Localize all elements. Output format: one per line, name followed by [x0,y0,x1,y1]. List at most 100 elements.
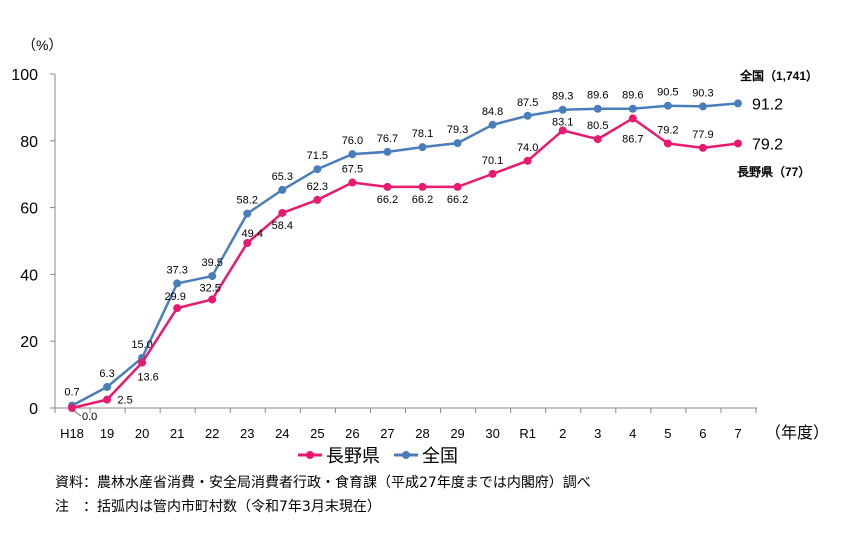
x-tick-label: 7 [734,426,741,441]
data-point [593,135,602,144]
data-label: 76.0 [342,135,363,147]
footnote: 注 ：括弧内は管内市町村数（令和7年3月末現在） [55,499,381,515]
x-tick-label: 4 [629,426,636,441]
data-label: 80.5 [587,120,608,132]
data-label: 13.6 [137,372,158,384]
y-tick-label: 60 [20,201,38,218]
data-point [348,150,357,159]
data-label: 39.5 [201,257,222,269]
legend-marker [306,451,314,459]
x-tick-label: 3 [594,426,601,441]
x-tick-label: 2 [559,426,566,441]
data-label: 77.9 [692,129,713,141]
data-label: 58.2 [237,195,258,207]
legend-label: 長野県 [326,446,380,466]
data-label: 58.4 [272,220,293,232]
x-axis-label: （年度） [765,424,829,442]
x-tick-label: 24 [275,426,289,441]
data-point [348,178,357,187]
end-label-national: 全国（1,741） [739,68,818,83]
data-point [628,104,637,113]
data-label: 37.3 [166,264,187,276]
data-label: 0.7 [64,387,79,399]
data-label: 49.4 [242,228,263,240]
data-point [698,102,707,111]
data-point [488,120,497,129]
y-tick-label: 80 [20,134,38,151]
data-label: 0.0 [82,411,97,423]
data-label: 90.5 [657,87,678,99]
x-tick-label: 26 [345,426,359,441]
data-point [488,169,497,178]
x-tick-label: 30 [485,426,499,441]
x-tick-label: H18 [60,426,84,441]
data-label: 90.3 [692,87,713,99]
data-point [453,182,462,191]
data-point [698,143,707,152]
data-point [558,126,567,135]
data-label: 6.3 [99,368,114,380]
data-point [103,395,112,404]
data-point [663,139,672,148]
data-label: 66.2 [377,194,398,206]
data-label: 89.6 [622,90,643,102]
y-tick-label: 20 [20,334,38,351]
end-value-label: 91.2 [752,96,783,113]
x-tick-label: 27 [380,426,394,441]
data-point [313,165,322,174]
data-label: 76.7 [377,133,398,145]
data-point [558,105,567,114]
series-line-0 [71,116,739,410]
data-label: 2.5 [117,395,132,407]
y-tick-label: 100 [11,67,38,84]
end-value-label: 79.2 [752,136,783,153]
data-point [593,104,602,113]
data-point [523,111,532,120]
data-point [383,147,392,156]
data-label: 74.0 [517,142,538,154]
data-point [733,99,742,108]
x-tick-label: 20 [135,426,149,441]
data-label: 86.7 [622,133,643,145]
data-point [418,143,427,152]
data-label: 67.5 [342,164,363,176]
data-point [208,272,217,281]
data-label: 84.8 [482,106,503,118]
x-tick-label: 25 [310,426,324,441]
data-point [278,185,287,194]
data-point [313,195,322,204]
y-tick-label: 0 [29,401,38,418]
x-tick-label: 21 [170,426,184,441]
series-line-1 [71,102,739,407]
data-point [103,382,112,391]
data-point [278,208,287,217]
data-point [453,139,462,148]
data-point [173,304,182,313]
data-label: 87.5 [517,97,538,109]
data-label: 79.2 [657,124,678,136]
data-point [663,101,672,110]
data-point [628,114,637,123]
data-point [68,404,76,412]
x-tick-label: R1 [519,426,536,441]
x-tick-label: 6 [699,426,706,441]
x-tick-label: 5 [664,426,671,441]
x-tick-label: 28 [415,426,429,441]
data-label: 89.3 [552,91,573,103]
data-point [243,209,252,218]
data-label: 62.3 [307,181,328,193]
y-axis-label: （%） [22,37,62,53]
data-label: 71.5 [307,150,328,162]
x-tick-label: 23 [240,426,254,441]
data-point [138,358,147,367]
data-label: 66.2 [412,194,433,206]
data-point [523,156,532,165]
data-label: 78.1 [412,128,433,140]
data-label: 89.6 [587,90,608,102]
x-tick-label: 19 [100,426,114,441]
end-label-nagano: 長野県（77） [737,164,810,179]
data-label: 32.5 [199,282,220,294]
y-tick-label: 40 [20,267,38,284]
